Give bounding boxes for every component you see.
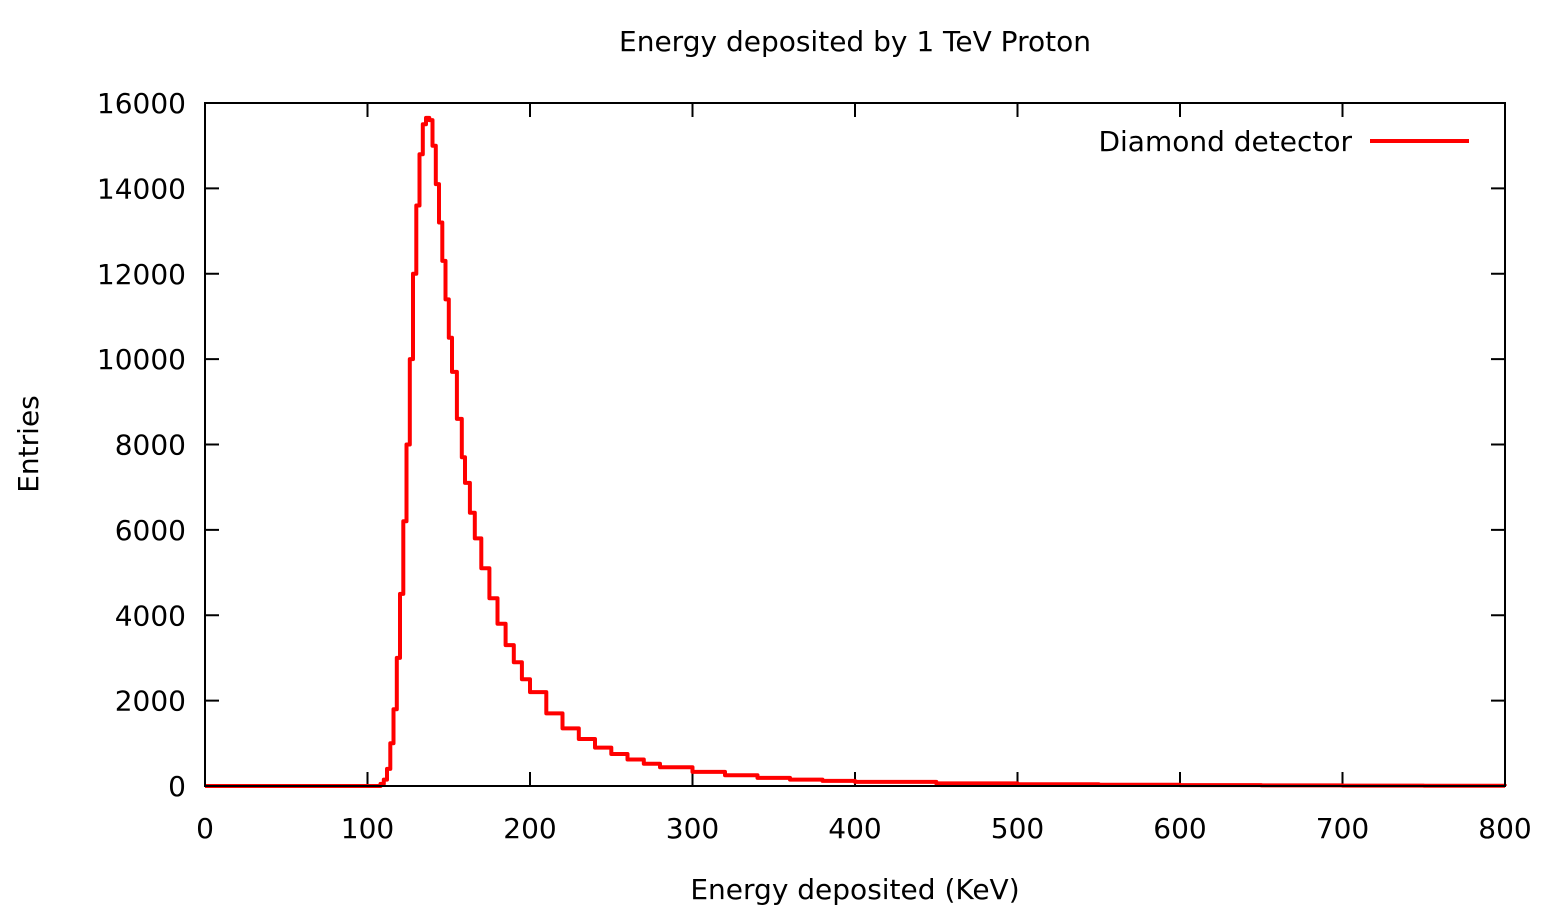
legend-label: Diamond detector xyxy=(1098,125,1352,158)
tick-labels: 0 100 200 300 400 500 600 700 800020004000600080… xyxy=(97,87,1532,845)
y-tick-label: 2000 xyxy=(115,685,186,718)
y-axis-label: Entries xyxy=(12,395,45,493)
x-tick-label: 300 xyxy=(666,812,719,845)
x-tick-label: 100 xyxy=(341,812,394,845)
y-tick-label: 8000 xyxy=(115,429,186,462)
y-tick-label: 16000 xyxy=(97,87,186,120)
y-tick-label: 0 xyxy=(168,770,186,803)
legend: Diamond detector xyxy=(1098,125,1469,158)
x-tick-label: 800 xyxy=(1478,812,1531,845)
chart-title: Energy deposited by 1 TeV Proton xyxy=(619,25,1091,58)
y-tick-label: 14000 xyxy=(97,172,186,205)
x-axis-label: Energy deposited (KeV) xyxy=(690,873,1019,906)
y-tick-label: 10000 xyxy=(97,343,186,376)
y-tick-label: 4000 xyxy=(115,599,186,632)
y-tick-label: 12000 xyxy=(97,258,186,291)
plot-frame xyxy=(204,102,1506,787)
x-tick-label: 600 xyxy=(1153,812,1206,845)
x-tick-label: 0 xyxy=(196,812,214,845)
x-tick-label: 700 xyxy=(1316,812,1369,845)
x-tick-label: 500 xyxy=(991,812,1044,845)
y-tick-label: 6000 xyxy=(115,514,186,547)
x-tick-label: 200 xyxy=(503,812,556,845)
x-tick-label: 400 xyxy=(828,812,881,845)
series-line-diamond-detector xyxy=(205,115,1507,788)
